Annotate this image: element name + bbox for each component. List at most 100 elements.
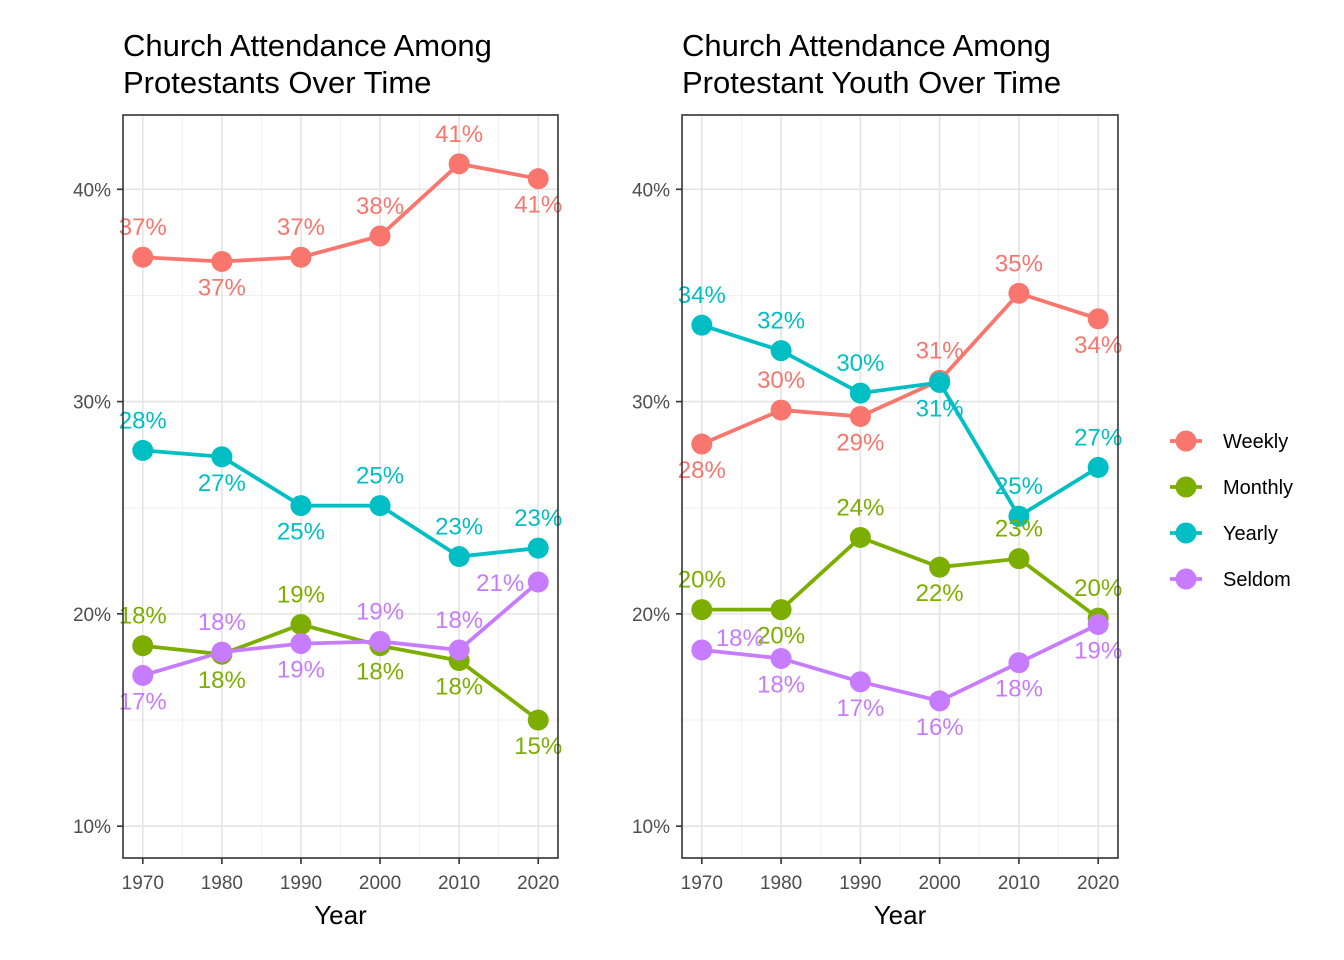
panel-border [122,114,559,859]
legend-label: Weekly [1223,431,1288,453]
data-label: 15% [514,733,562,760]
x-tick-label: 2020 [1077,873,1119,894]
series-seldom [691,613,1109,712]
data-label: 32% [757,308,805,335]
x-tick-label: 2010 [438,873,480,894]
series-line [701,291,1099,446]
legend-label: Seldom [1223,569,1291,591]
y-tick-label: 10% [632,817,670,838]
data-point [1087,456,1109,478]
series-line [142,161,539,264]
data-label: 20% [1074,575,1122,602]
data-label: 41% [435,121,483,148]
data-point [369,630,391,652]
legend-label: Monthly [1223,477,1293,499]
data-label: 16% [916,714,964,741]
data-label: 18% [757,671,805,698]
legend-item-seldom: Seldom [1170,568,1291,591]
data-label: 27% [1074,424,1122,451]
data-point [770,399,792,421]
data-point [929,371,951,393]
data-label: 25% [995,473,1043,500]
data-label: 27% [198,470,246,497]
data-point [849,671,871,693]
data-point [691,639,713,661]
data-label: 18% [198,667,246,694]
data-point [369,495,391,517]
x-axis-title: Year [874,900,927,930]
y-tick-label: 20% [73,605,111,626]
legend-key-point [1175,568,1197,590]
data-point [448,546,470,568]
data-point [527,709,549,731]
series-line [701,535,1100,620]
data-point [1008,505,1030,527]
data-point [448,639,470,661]
data-label: 17% [119,688,167,715]
legend-item-weekly: Weekly [1170,430,1288,453]
data-label: 20% [678,567,726,594]
chart-title: Protestants Over Time [123,65,431,100]
data-point [1008,652,1030,674]
data-point [527,537,549,559]
data-point [691,433,713,455]
data-label: 20% [757,623,805,650]
series-yearly [691,314,1109,527]
data-point [770,340,792,362]
data-label: 18% [356,659,404,686]
legend-item-yearly: Yearly [1170,522,1278,545]
data-label: 19% [277,581,325,608]
data-label: 41% [514,192,562,219]
y-tick-label: 40% [632,180,670,201]
data-point [1008,548,1030,570]
legend: Weekly Monthly Yearly Seldom [1170,430,1293,591]
legend-label: Yearly [1223,523,1278,545]
y-tick-label: 20% [632,605,670,626]
series-line [142,448,539,559]
y-tick-label: 40% [73,180,111,201]
x-tick-label: 2000 [918,873,960,894]
data-label: 34% [1074,332,1122,359]
chart-title: Church Attendance Among [123,28,492,63]
x-tick-label: 1970 [681,873,723,894]
data-point [290,246,312,268]
gridlines [682,115,1118,858]
legend-key-point [1175,430,1197,452]
y-tick-label: 30% [73,393,111,414]
legend-key-point [1175,476,1197,498]
data-point [849,526,871,548]
data-label: 30% [757,367,805,394]
data-point [448,153,470,175]
data-label: 19% [356,598,404,625]
y-tick-label: 10% [73,817,111,838]
panel-border [681,114,1119,859]
data-label: 31% [916,337,964,364]
series-line [142,580,540,678]
data-label: 37% [119,214,167,241]
data-point [691,314,713,336]
data-point [290,613,312,635]
data-label: 19% [1074,637,1122,664]
data-point [132,439,154,461]
data-label: 23% [514,505,562,532]
data-label: 18% [435,607,483,634]
x-axis-title: Year [314,900,367,930]
data-label: 18% [198,609,246,636]
data-label: 18% [716,625,764,652]
data-point [290,633,312,655]
data-point [691,599,713,621]
series-line [142,622,540,722]
data-label: 18% [995,676,1043,703]
x-tick-label: 2010 [998,873,1040,894]
data-point [770,599,792,621]
data-point [132,664,154,686]
data-label: 24% [836,494,884,521]
x-tick-label: 2020 [517,873,559,894]
data-label: 17% [836,695,884,722]
data-label: 34% [678,282,726,309]
chart-title: Protestant Youth Over Time [682,65,1061,100]
data-label: 19% [277,657,325,684]
data-label: 29% [836,429,884,456]
